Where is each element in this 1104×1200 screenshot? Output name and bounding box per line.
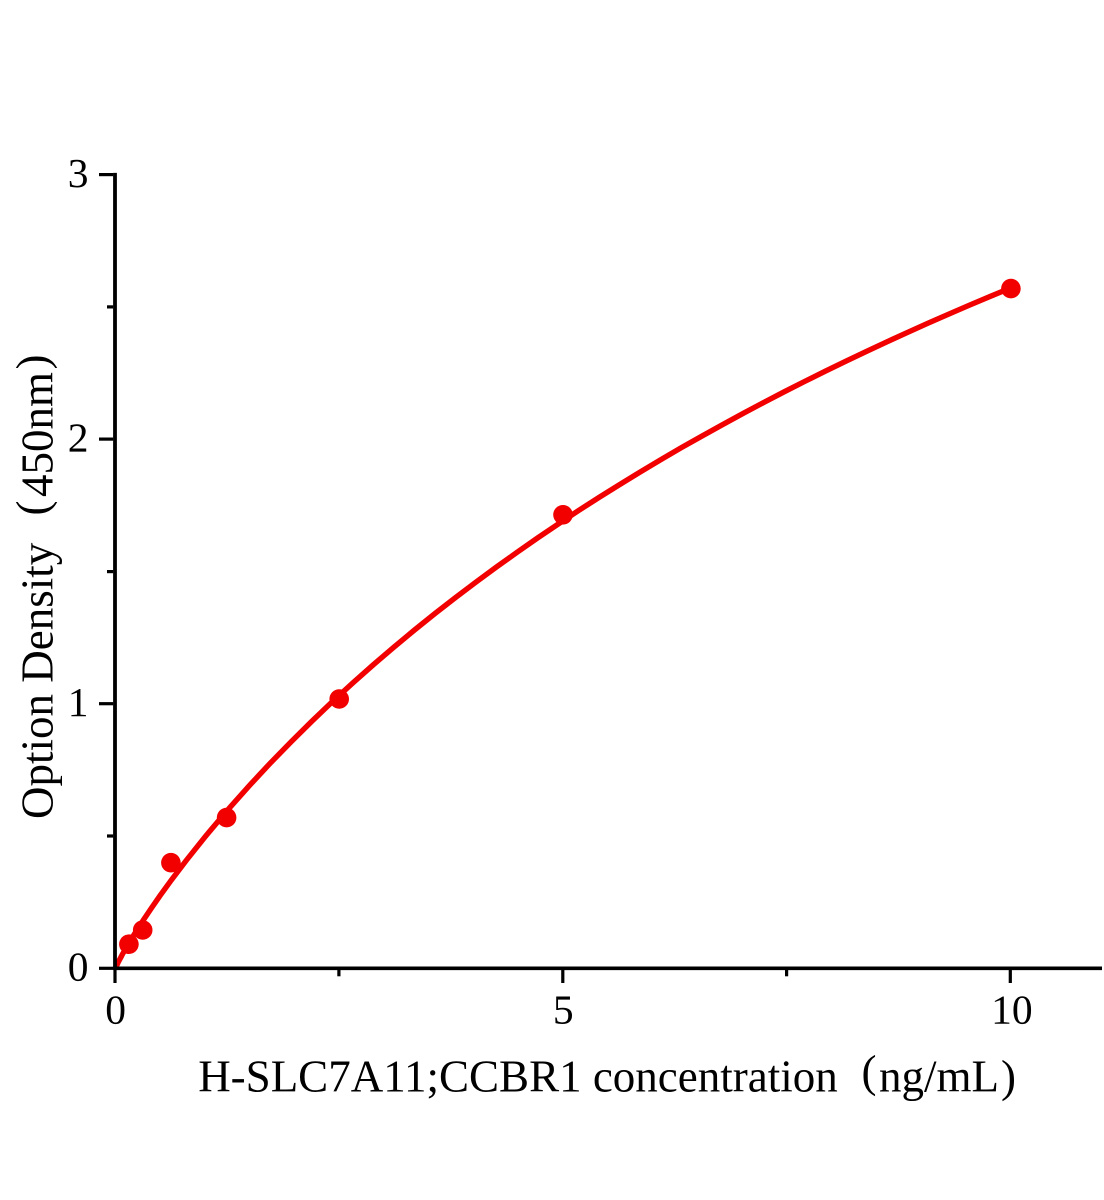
svg-text:H-SLC7A11;CCBR1 concentration(: H-SLC7A11;CCBR1 concentration (ng/mL) [198,1047,1016,1102]
svg-text:5: 5 [553,987,574,1033]
svg-text:0: 0 [68,944,89,990]
svg-text:3: 3 [68,150,89,196]
svg-text:2: 2 [68,415,89,461]
svg-text:0: 0 [105,987,126,1033]
svg-text:1: 1 [68,679,89,725]
svg-text:Option Density(450nm): Option Density(450nm) [8,354,63,819]
svg-text:10: 10 [991,987,1033,1033]
